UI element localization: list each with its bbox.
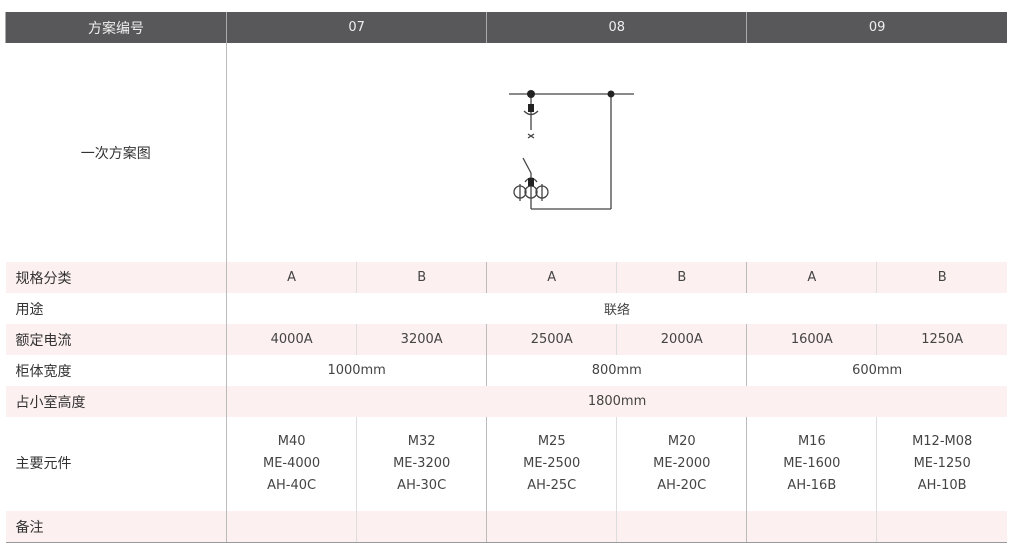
remarks-cell: [226, 511, 357, 543]
remarks-row: 备注: [5, 511, 1007, 543]
header-label: 方案编号: [4, 12, 227, 43]
current-cell: 3200A: [356, 324, 487, 355]
component: M40: [277, 434, 306, 449]
component: M20: [667, 434, 696, 449]
spec-cell: B: [616, 262, 747, 293]
component: M32: [407, 434, 436, 449]
remarks-cell: [876, 511, 1007, 543]
scheme-08: 08: [486, 12, 747, 43]
component: AH-40C: [267, 478, 317, 493]
single-line-diagram: [509, 89, 635, 210]
remarks-cell: [356, 511, 487, 543]
current-cell: 4000A: [226, 324, 357, 355]
component: ME-2000: [653, 456, 711, 471]
component: AH-30C: [397, 478, 447, 493]
height-label: 占小室高度: [5, 386, 227, 417]
remarks-cell: [486, 511, 617, 543]
components-cell: M20 ME-2000 AH-20C: [616, 417, 747, 511]
component: AH-25C: [527, 478, 577, 493]
components-label: 主要元件: [15, 456, 72, 472]
usage-row: 用途 联络: [6, 293, 1007, 324]
remarks-cell: [616, 511, 747, 543]
scheme-07: 07: [226, 12, 487, 43]
diagram-row: 一次方案图: [6, 43, 1007, 262]
height-value: 1800mm: [226, 386, 1007, 417]
components-cell: M12-M08 ME-1250 AH-10B: [876, 417, 1007, 511]
components-cell: M32 ME-3200 AH-30C: [356, 417, 487, 511]
component: ME-1600: [783, 456, 841, 471]
spec-cell: B: [876, 262, 1007, 293]
spec-label: 规格分类: [5, 262, 227, 293]
header-row: 方案编号 07 08 09: [4, 12, 1007, 43]
width-label: 柜体宽度: [15, 363, 72, 380]
current-cell: 2500A: [486, 324, 617, 355]
current-row: 额定电流 4000A 3200A 2500A 2000A 1600A 1250A: [5, 324, 1007, 355]
width-row: 柜体宽度 1000mm 800mm 600mm: [6, 355, 1007, 386]
component: M25: [537, 434, 566, 449]
diagram-label: 一次方案图: [80, 145, 151, 162]
current-cell: 1600A: [746, 324, 877, 355]
width-cell: 800mm: [486, 355, 747, 386]
current-label: 额定电流: [5, 324, 227, 355]
component: ME-1250: [913, 456, 971, 471]
component: AH-10B: [917, 478, 967, 493]
current-cell: 2000A: [616, 324, 747, 355]
height-row: 占小室高度 1800mm: [5, 386, 1007, 417]
component: M16: [797, 434, 826, 449]
remarks-cell: [746, 511, 877, 543]
scheme-table: 方案编号 07 08 09 一次方案图 规格分类 A B A B A B 用途 …: [4, 12, 1007, 543]
spec-cell: A: [226, 262, 357, 293]
spec-cell: B: [356, 262, 487, 293]
width-cell: 600mm: [746, 355, 1007, 386]
component: AH-20C: [657, 478, 707, 493]
usage-value: 联络: [226, 293, 1007, 324]
scheme-09: 09: [746, 12, 1007, 43]
spec-cell: A: [746, 262, 877, 293]
remarks-label: 备注: [5, 511, 227, 543]
usage-label: 用途: [15, 301, 44, 318]
component: ME-2500: [523, 456, 581, 471]
component: ME-3200: [393, 456, 451, 471]
component: M12-M08: [912, 434, 973, 449]
spec-cell: A: [486, 262, 617, 293]
components-cell: M40 ME-4000 AH-40C: [226, 417, 357, 511]
components-row: 主要元件 M40 ME-4000 AH-40C M32 ME-3200 AH-30C M…: [6, 417, 1007, 511]
current-cell: 1250A: [876, 324, 1007, 355]
component: AH-16B: [787, 478, 837, 493]
components-cell: M16 ME-1600 AH-16B: [746, 417, 877, 511]
width-cell: 1000mm: [226, 355, 487, 386]
components-cell: M25 ME-2500 AH-25C: [486, 417, 617, 511]
spec-row: 规格分类 A B A B A B: [5, 262, 1007, 293]
component: ME-4000: [263, 456, 321, 471]
diagram-cell: [226, 43, 1007, 262]
